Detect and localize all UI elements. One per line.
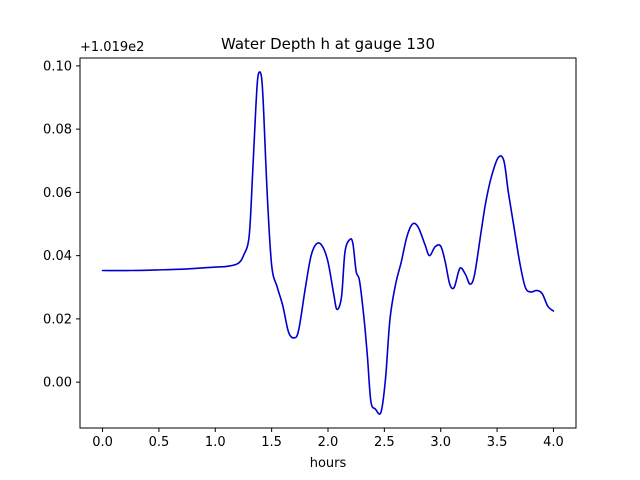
x-tick-label: 2.0 (318, 435, 339, 450)
chart-title: Water Depth h at gauge 130 (221, 35, 435, 53)
x-axis: 0.0 0.5 1.0 1.5 2.0 2.5 3.0 3.5 4.0 (92, 428, 564, 450)
y-tick-label: 0.00 (43, 376, 72, 391)
x-tick-label: 3.5 (487, 435, 508, 450)
y-tick-label: 0.02 (43, 312, 72, 327)
x-tick-label: 2.5 (374, 435, 395, 450)
y-tick-label: 0.06 (43, 186, 72, 201)
y-tick-label: 0.10 (43, 59, 72, 74)
x-tick-label: 1.5 (261, 435, 282, 450)
y-axis: 0.00 0.02 0.04 0.06 0.08 0.10 (43, 59, 80, 391)
plot-area (101, 71, 555, 415)
x-tick-label: 3.0 (430, 435, 451, 450)
y-tick-label: 0.04 (43, 249, 72, 264)
x-tick-label: 0.5 (149, 435, 170, 450)
plot-frame (79, 57, 577, 429)
x-axis-label: hours (310, 456, 347, 471)
x-tick-label: 4.0 (543, 435, 564, 450)
y-offset-label: +1.019e2 (80, 40, 144, 55)
x-tick-label: 0.0 (92, 435, 113, 450)
y-tick-label: 0.08 (43, 123, 72, 138)
x-tick-label: 1.0 (205, 435, 226, 450)
series-line-0 (101, 71, 555, 415)
